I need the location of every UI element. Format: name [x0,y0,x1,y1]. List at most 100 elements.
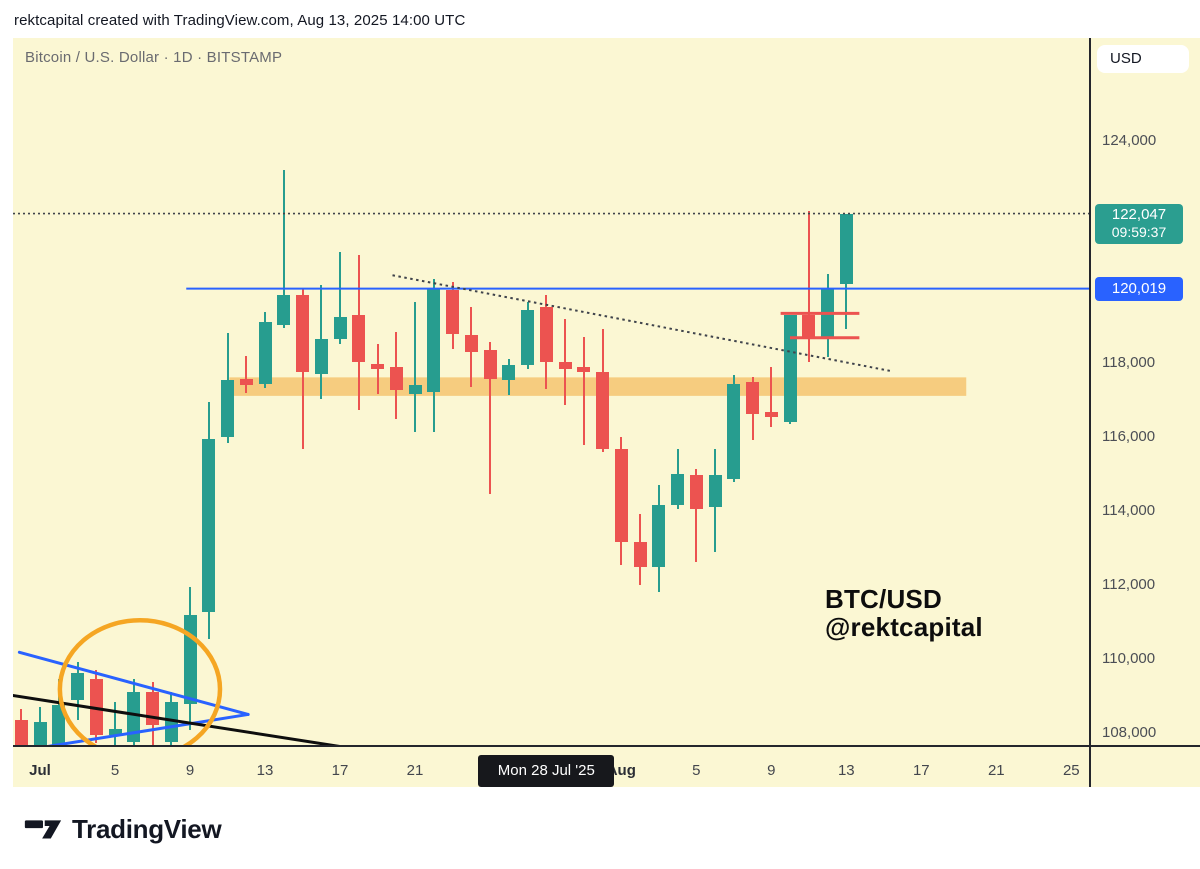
candle [202,439,216,613]
time-tick-label: 5 [110,762,120,779]
price-pane[interactable]: Bitcoin / U.S. Dollar · 1D · BITSTAMP BT… [13,38,1090,745]
attribution-bar: rektcapital created with TradingView.com… [0,0,1200,38]
time-tick-label: 13 [837,762,855,779]
candle [52,705,66,745]
last-price-value: 122,047 [1111,205,1167,223]
price-tick-label: 112,000 [1102,576,1156,594]
time-tick-label: 17 [912,762,930,779]
crosshair-date-badge: Mon 28 Jul '25 [478,755,615,787]
time-axis-separator [13,745,1200,747]
time-tick-label: 9 [767,762,776,779]
drawings-layer [13,212,1090,745]
chart-area: Bitcoin / U.S. Dollar · 1D · BITSTAMP BT… [13,38,1200,787]
candle [521,310,534,366]
candle [596,372,609,450]
candle [577,367,591,373]
tradingview-logo[interactable]: TradingView [24,810,222,848]
attribution-text: rektcapital created with TradingView.com… [14,12,466,29]
candle [14,720,28,745]
candle [314,339,328,375]
candle [221,380,234,438]
candle-wick [376,344,379,395]
price-axis[interactable]: USD 124,000 118,000 116,000 114,000 112,000 1… [1090,38,1200,787]
time-tick-label: 21 [406,762,424,779]
time-tick-label: 25 [1062,762,1080,779]
candle-wick [339,252,341,345]
candle [558,362,572,370]
candle [371,364,384,370]
price-axis-separator [1089,38,1091,787]
price-tick-label: 108,000 [1102,724,1157,742]
candle [652,505,666,568]
candle [333,317,347,340]
candle [502,365,516,381]
watermark-symbol: BTC/USD [825,584,942,614]
candle [464,335,478,353]
currency-toggle-button[interactable]: USD [1097,45,1189,73]
candle [483,350,497,380]
candle [71,673,84,701]
candle-wick [245,356,248,394]
candle [539,307,553,363]
currency-toggle-label: USD [1110,50,1142,67]
candle-wick [414,302,416,433]
candle [427,289,441,393]
candle [164,702,178,743]
candle-series [13,38,1090,745]
candle [764,412,778,418]
candle-wick [695,469,698,563]
watermark-handle: @rektcapital [825,612,983,642]
candle [746,382,759,415]
candle-wick [282,170,285,329]
symbol-title: Bitcoin / U.S. Dollar · 1D · BITSTAMP [25,49,283,66]
time-tick-label: 17 [331,762,349,779]
candle-wick [807,210,810,363]
time-tick-label: 5 [692,762,701,779]
candle [614,449,628,543]
price-tick-label: 124,000 [1102,132,1157,150]
candle [727,384,741,480]
candle [689,475,703,510]
hline-price-value: 120,019 [1111,279,1167,297]
candle [633,542,647,568]
candle [671,474,684,506]
hline-price-badge: 120,019 [1095,276,1183,301]
price-tick-label: 110,000 [1102,650,1156,668]
candle [108,729,122,736]
candle-wick [770,367,773,428]
tradingview-logo-text: TradingView [72,813,222,844]
candle [389,367,403,391]
candle [802,314,816,340]
time-tick-label: 9 [185,762,195,779]
candle [296,295,309,373]
candle [239,379,253,386]
candle-wick [582,337,585,446]
candle [783,315,797,423]
highlight-circle [57,618,223,745]
last-price-badge: 122,047 09:59:37 [1095,203,1183,244]
candle [352,315,366,363]
triangle-lower-line [47,712,250,745]
candle [708,475,722,508]
candle-wick [114,702,116,745]
candle [127,692,141,743]
price-tick-label: 118,000 [1102,354,1156,372]
price-tick-label: 116,000 [1102,428,1156,446]
time-tick-label: 13 [256,762,274,779]
candle [277,294,291,325]
triangle-upper-line [17,650,250,716]
candle [408,385,422,395]
candle [446,290,459,335]
candle [258,322,272,385]
time-tick-label: Jul [29,762,51,779]
candle [33,722,47,745]
dotted-trendline [392,274,894,373]
time-tick-label: 21 [987,762,1005,779]
footer: TradingView [0,787,1200,869]
time-axis[interactable]: Jul 5 9 13 17 21 Aug 5 9 13 17 21 25 Mon 28 Jul '25 [13,747,1090,787]
bar-countdown: 09:59:37 [1111,223,1167,240]
tradingview-logo-icon [24,820,62,839]
price-tick-label: 114,000 [1102,502,1156,520]
candle [839,213,853,285]
